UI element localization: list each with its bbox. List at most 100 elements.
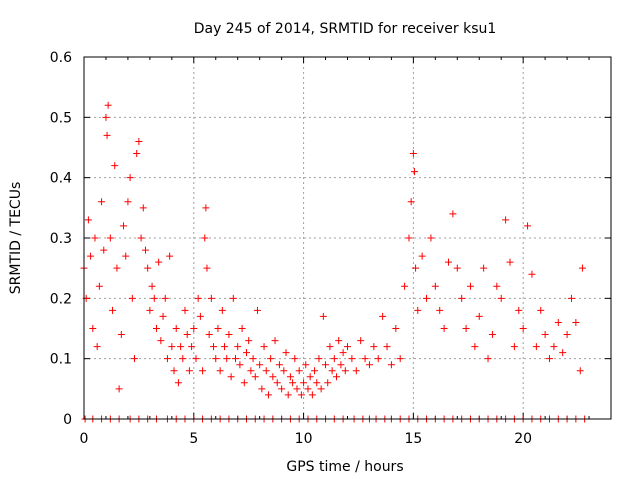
data-point xyxy=(401,282,409,290)
data-point xyxy=(109,306,117,314)
data-point xyxy=(91,234,99,242)
data-point xyxy=(229,294,237,302)
data-point xyxy=(532,343,540,351)
data-point xyxy=(256,361,264,369)
data-point xyxy=(524,222,532,230)
data-point xyxy=(339,349,347,357)
data-point xyxy=(414,306,422,314)
data-point xyxy=(214,325,222,332)
data-point xyxy=(95,282,103,290)
data-point xyxy=(218,306,226,314)
data-point xyxy=(150,294,158,302)
data-point xyxy=(139,204,147,212)
data-point xyxy=(374,355,382,363)
data-point xyxy=(100,246,108,254)
data-point xyxy=(137,234,145,242)
data-point xyxy=(333,373,341,381)
x-tick-label: 5 xyxy=(189,431,198,447)
data-point xyxy=(506,258,514,266)
data-point xyxy=(289,379,297,387)
data-points xyxy=(80,101,589,423)
data-point xyxy=(172,325,180,332)
data-point xyxy=(131,355,139,363)
data-point xyxy=(249,355,257,363)
data-point xyxy=(177,343,185,351)
data-point xyxy=(488,331,496,339)
data-point xyxy=(267,355,275,363)
data-point xyxy=(122,252,130,260)
data-point xyxy=(260,343,268,351)
data-point xyxy=(183,331,191,339)
x-tick-label: 15 xyxy=(404,431,422,447)
data-point xyxy=(311,367,319,375)
data-point xyxy=(445,258,453,266)
data-point xyxy=(120,222,128,230)
data-point xyxy=(227,373,235,381)
data-point xyxy=(317,385,325,393)
data-point xyxy=(135,137,143,145)
data-point xyxy=(337,361,345,369)
x-tick-label: 0 xyxy=(80,431,89,447)
data-point xyxy=(563,331,571,339)
data-point xyxy=(146,306,154,314)
y-tick-label: 0.5 xyxy=(50,110,72,126)
data-point xyxy=(405,234,413,242)
data-point xyxy=(205,331,213,339)
data-point xyxy=(238,325,246,332)
data-point xyxy=(300,379,308,387)
data-point xyxy=(515,306,523,314)
data-point xyxy=(484,355,492,363)
data-point xyxy=(93,343,101,351)
data-point xyxy=(344,343,351,351)
data-point xyxy=(322,361,330,369)
data-point xyxy=(192,355,200,363)
data-point xyxy=(497,294,505,302)
data-point xyxy=(383,343,391,351)
data-point xyxy=(313,379,321,387)
data-point xyxy=(554,318,562,326)
data-point xyxy=(304,385,312,393)
data-point xyxy=(117,331,125,339)
data-point xyxy=(365,361,373,369)
y-axis-label: SRMTID / TECUs xyxy=(8,182,24,295)
data-point xyxy=(168,343,176,351)
data-point xyxy=(537,306,545,314)
data-point xyxy=(124,198,132,206)
y-tick-label: 0 xyxy=(63,412,72,428)
data-point xyxy=(161,294,169,302)
data-point xyxy=(559,349,567,357)
data-point xyxy=(379,312,387,320)
data-point xyxy=(541,331,549,339)
data-point xyxy=(240,379,248,387)
data-point xyxy=(278,385,286,393)
axis-ticks: 0 0.1 0.2 0.3 0.4 0.5 0.6 0 5 10 15 20 xyxy=(50,50,612,447)
data-point xyxy=(98,198,106,206)
data-point xyxy=(409,150,417,158)
data-point xyxy=(502,216,510,224)
y-tick-label: 0.3 xyxy=(50,231,72,247)
data-point xyxy=(328,367,336,375)
data-point xyxy=(152,325,160,332)
data-point xyxy=(324,379,332,387)
data-point xyxy=(126,174,134,182)
x-axis-label: GPS time / hours xyxy=(286,459,403,475)
data-point xyxy=(418,252,426,260)
data-point xyxy=(493,282,501,290)
data-point xyxy=(319,312,327,320)
data-point xyxy=(361,355,369,363)
data-point xyxy=(181,306,189,314)
data-point xyxy=(436,306,444,314)
data-point xyxy=(315,355,323,363)
data-point xyxy=(190,325,198,332)
data-point xyxy=(166,252,174,260)
data-point xyxy=(196,312,204,320)
x-tick-label: 10 xyxy=(295,431,313,447)
data-point xyxy=(159,312,167,320)
data-point xyxy=(306,373,314,381)
data-point xyxy=(453,264,461,272)
y-tick-label: 0.6 xyxy=(50,50,72,66)
data-point xyxy=(148,282,156,290)
data-point xyxy=(157,337,165,345)
data-point xyxy=(106,234,114,242)
data-point xyxy=(207,294,215,302)
